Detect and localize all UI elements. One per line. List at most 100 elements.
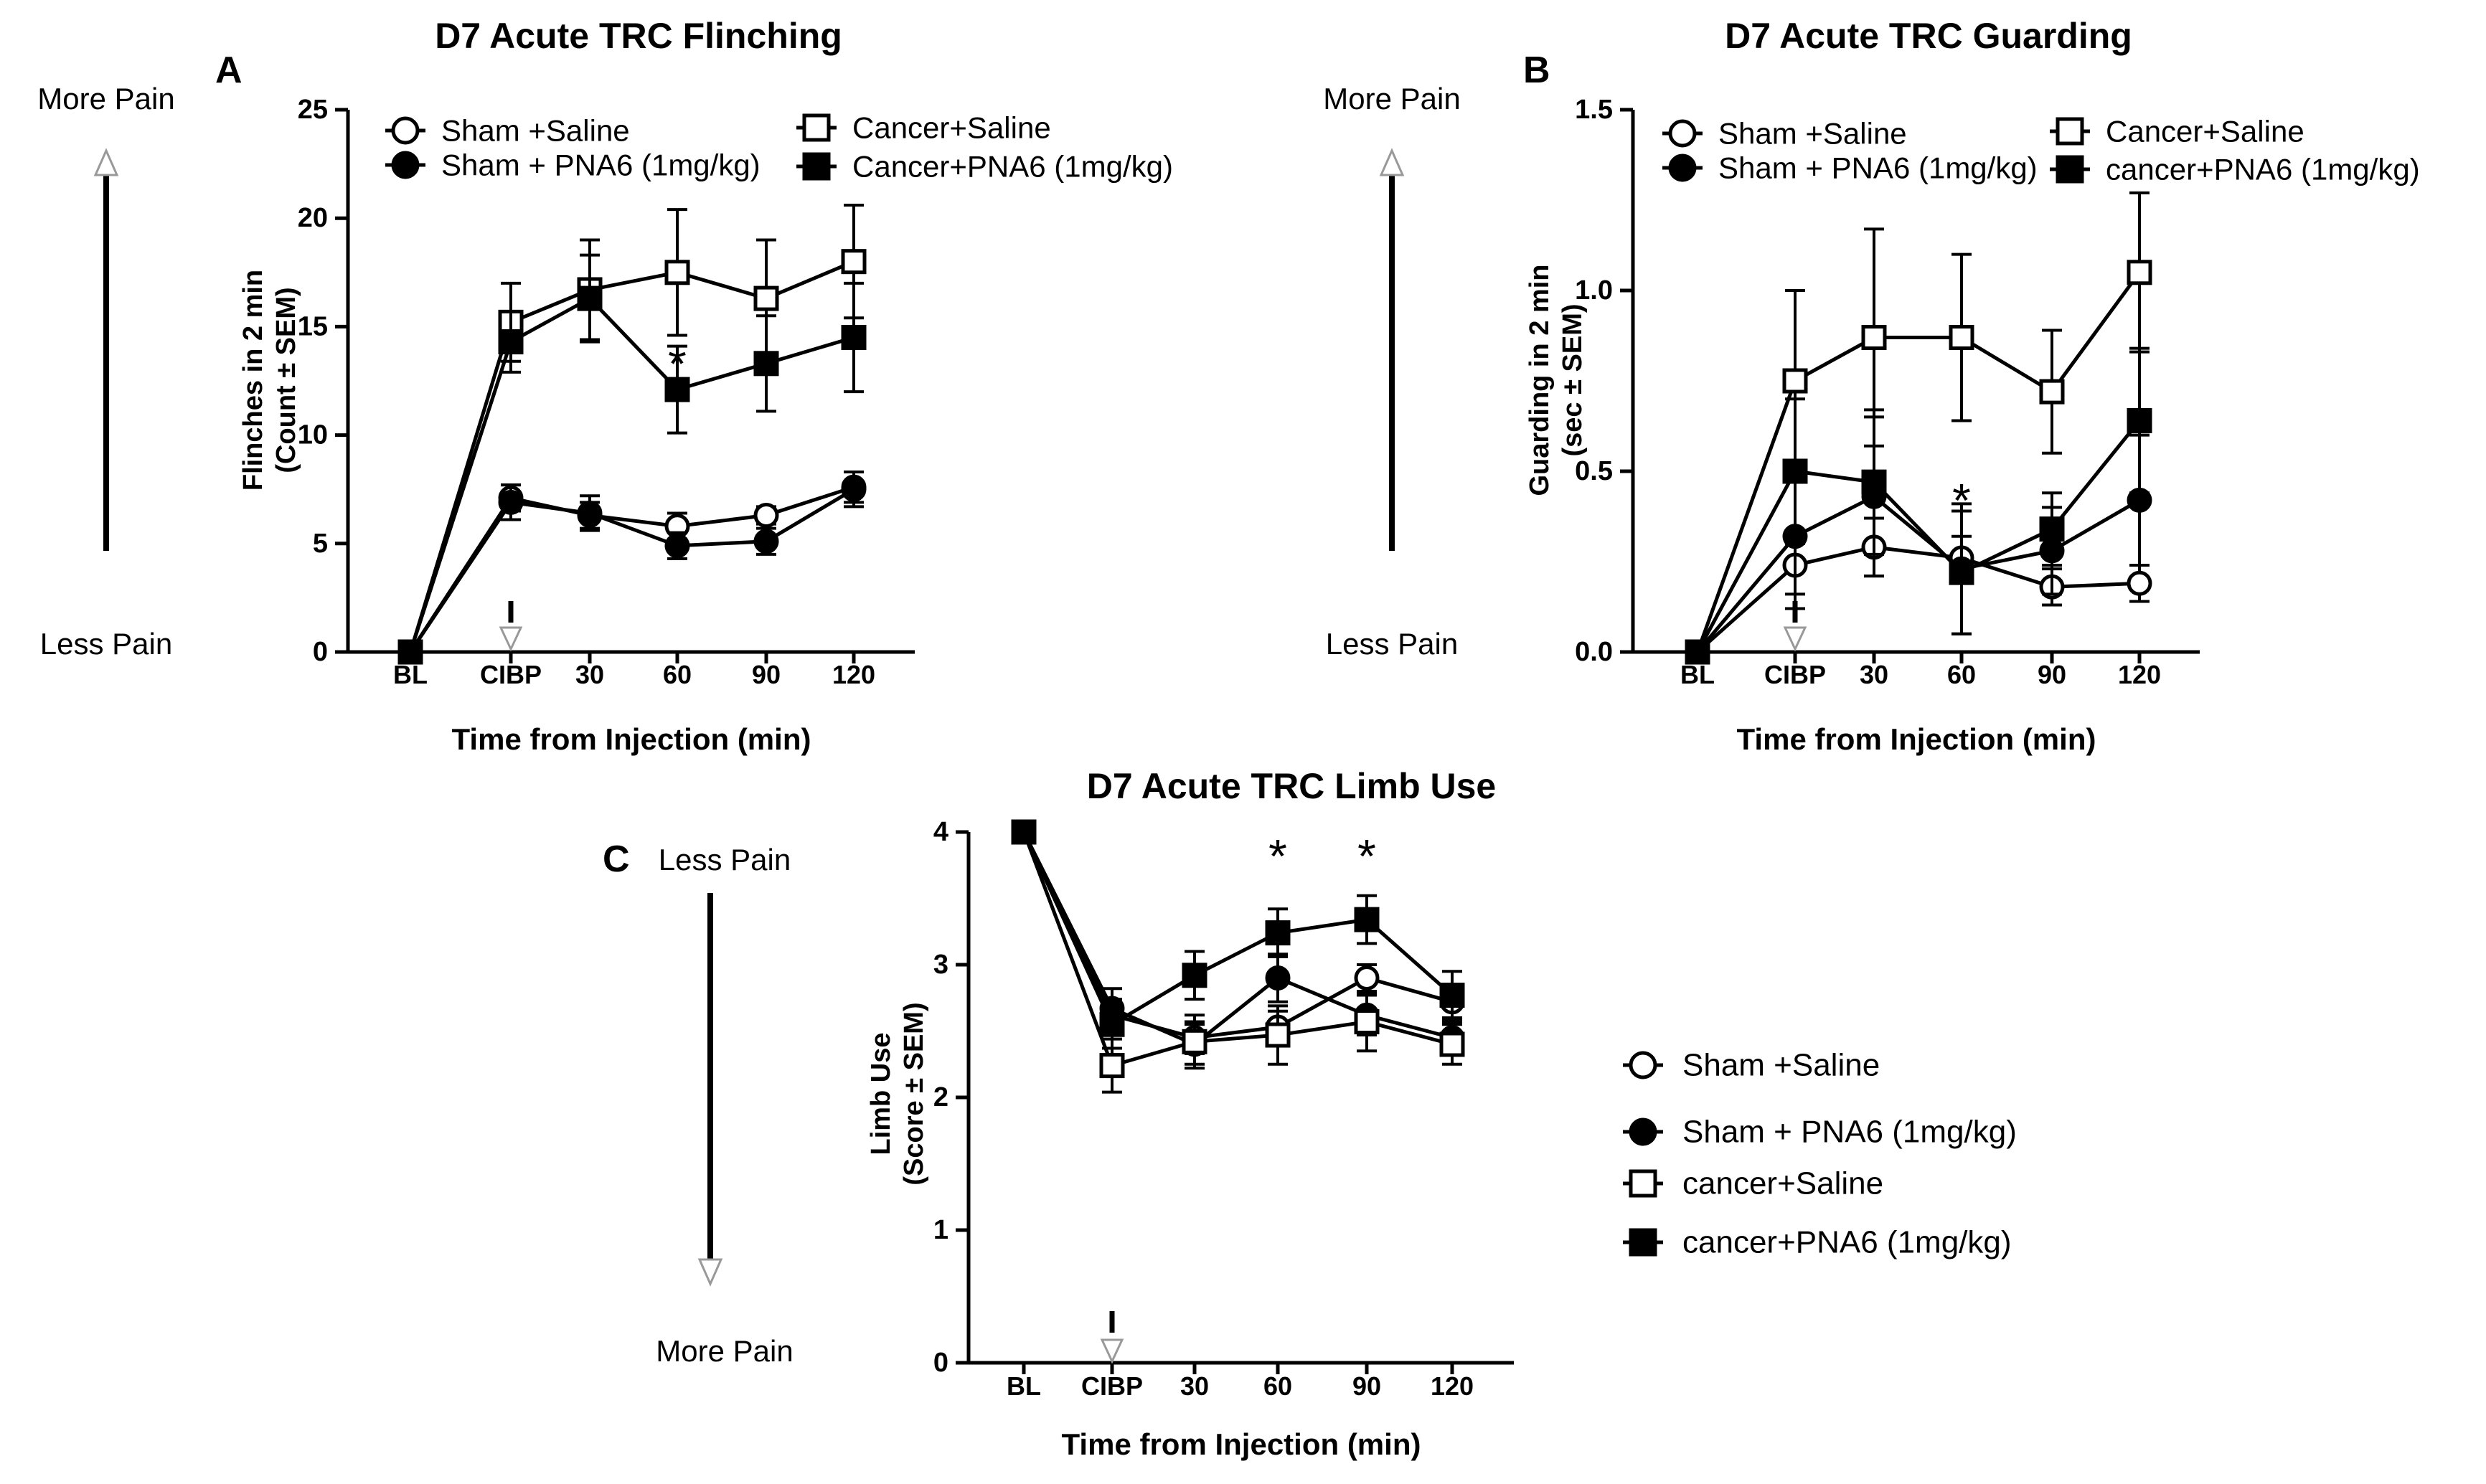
pain-label-bottom: More Pain xyxy=(656,1334,793,1368)
pain-direction-arrow-head xyxy=(1379,148,1405,176)
data-point xyxy=(753,285,779,311)
series-line xyxy=(1696,545,2140,653)
x-tick-label: 90 xyxy=(2038,660,2066,689)
legend-marker xyxy=(1629,1051,1657,1079)
x-axis-label: Time from Injection (min) xyxy=(452,722,811,756)
data-point xyxy=(841,249,867,275)
legend-label: Sham +Saline xyxy=(1718,117,1907,151)
y-tick-label: 1.5 xyxy=(1575,95,1613,125)
injection-arrowhead xyxy=(1783,626,1807,652)
panel-letter: B xyxy=(1523,49,1550,91)
legend-item: Sham + PNA6 (1mg/kg) xyxy=(385,148,761,182)
pain-label-top: Less Pain xyxy=(659,843,791,876)
data-point xyxy=(841,476,867,502)
x-tick-label: BL xyxy=(393,660,428,689)
x-tick-label: 60 xyxy=(663,660,692,689)
legend-item: Cancer+Saline xyxy=(796,111,1051,145)
data-point xyxy=(1099,1053,1125,1079)
legend-marker xyxy=(802,113,831,142)
chart-panel-c: D7 Acute TRC Limb Use C 0 1 2 3 4 BL CIBP 30 60 90 1… xyxy=(603,766,2017,1461)
y-tick-label: 0 xyxy=(313,637,328,667)
data-point xyxy=(2127,570,2152,596)
x-tick-label: CIBP xyxy=(1081,1371,1143,1401)
y-axis-label-line2: (Count ± SEM) xyxy=(271,287,301,473)
x-tick-label: CIBP xyxy=(480,660,542,689)
data-point xyxy=(2127,260,2152,285)
y-tick-label: 1.0 xyxy=(1575,275,1613,306)
pain-direction-arrow xyxy=(697,893,723,1287)
data-point xyxy=(397,639,423,665)
data-point xyxy=(1182,1029,1207,1054)
series-line xyxy=(1022,831,1454,1027)
data-point xyxy=(1354,965,1380,991)
legend-item: Sham +Saline xyxy=(1623,1048,1880,1083)
panel-letter: C xyxy=(603,838,630,880)
series-line xyxy=(1695,419,2141,653)
pain-label-top: More Pain xyxy=(1323,82,1460,115)
x-axis-label: Time from Injection (min) xyxy=(1062,1427,1421,1461)
significance-star: * xyxy=(1952,473,1971,526)
series-line xyxy=(1022,831,1453,1040)
y-tick-label: 25 xyxy=(298,95,328,125)
data-point xyxy=(841,325,867,351)
series-line xyxy=(1696,494,2141,653)
legend-marker xyxy=(1668,119,1697,148)
legend-marker xyxy=(2056,117,2084,146)
x-tick-label: 30 xyxy=(1860,660,1888,689)
y-tick-label: 0.5 xyxy=(1575,456,1613,486)
y-tick-label: 0 xyxy=(933,1348,948,1378)
chart-title: D7 Acute TRC Limb Use xyxy=(1087,766,1496,806)
injection-arrowhead xyxy=(499,626,523,652)
data-point xyxy=(1782,368,1808,394)
legend-item: Cancer+Saline xyxy=(2050,115,2304,148)
data-point xyxy=(1354,1009,1380,1035)
data-point xyxy=(1265,920,1291,946)
legend-item: Sham + PNA6 (1mg/kg) xyxy=(1662,151,2038,185)
legend-item: Sham +Saline xyxy=(1662,117,1907,151)
data-point xyxy=(664,533,690,559)
series-line xyxy=(1695,271,2142,653)
data-point xyxy=(1685,639,1710,665)
data-point xyxy=(664,260,690,285)
legend-label: Sham + PNA6 (1mg/kg) xyxy=(1682,1115,2017,1150)
legend-label: cancer+PNA6 (1mg/kg) xyxy=(2106,153,2420,186)
legend-marker xyxy=(391,116,420,145)
series-line xyxy=(408,296,854,653)
x-tick-label: BL xyxy=(1680,660,1715,689)
data-point xyxy=(577,500,603,526)
significance-star: * xyxy=(668,337,687,390)
y-tick-label: 20 xyxy=(298,203,328,233)
data-point xyxy=(1949,325,1974,351)
data-point xyxy=(753,351,779,377)
data-point xyxy=(1182,963,1207,988)
data-point xyxy=(753,529,779,554)
data-point xyxy=(1011,819,1037,845)
data-point xyxy=(1265,1022,1291,1048)
series-4 xyxy=(1685,346,2152,665)
chart-panel-a: D7 Acute TRC Flinching A 0 5 10 15 20 25 BL CIBP 3… xyxy=(37,16,1173,756)
data-point xyxy=(1439,983,1465,1008)
legend-item: cancer+Saline xyxy=(1623,1166,1883,1201)
data-point xyxy=(2127,407,2152,433)
series-3 xyxy=(1685,191,2152,665)
legend-label: Sham + PNA6 (1mg/kg) xyxy=(441,148,761,182)
x-tick-label: 90 xyxy=(1352,1371,1381,1401)
pain-direction-arrow xyxy=(93,148,119,551)
data-point xyxy=(1265,965,1291,991)
significance-star: * xyxy=(1357,829,1376,882)
data-point xyxy=(753,502,779,528)
pain-label-bottom: Less Pain xyxy=(40,627,172,661)
data-point xyxy=(2039,516,2065,542)
panel-letter: A xyxy=(215,49,243,91)
legend-label: Cancer+Saline xyxy=(852,111,1051,145)
y-tick-label: 1 xyxy=(933,1215,948,1245)
legend-marker xyxy=(802,152,831,181)
injection-arrowhead xyxy=(1100,1338,1124,1364)
x-tick-label: 90 xyxy=(752,660,781,689)
y-tick-label: 4 xyxy=(933,817,948,847)
x-tick-label: 60 xyxy=(1263,1371,1292,1401)
series-2 xyxy=(397,471,867,665)
x-tick-label: 120 xyxy=(2118,660,2161,689)
